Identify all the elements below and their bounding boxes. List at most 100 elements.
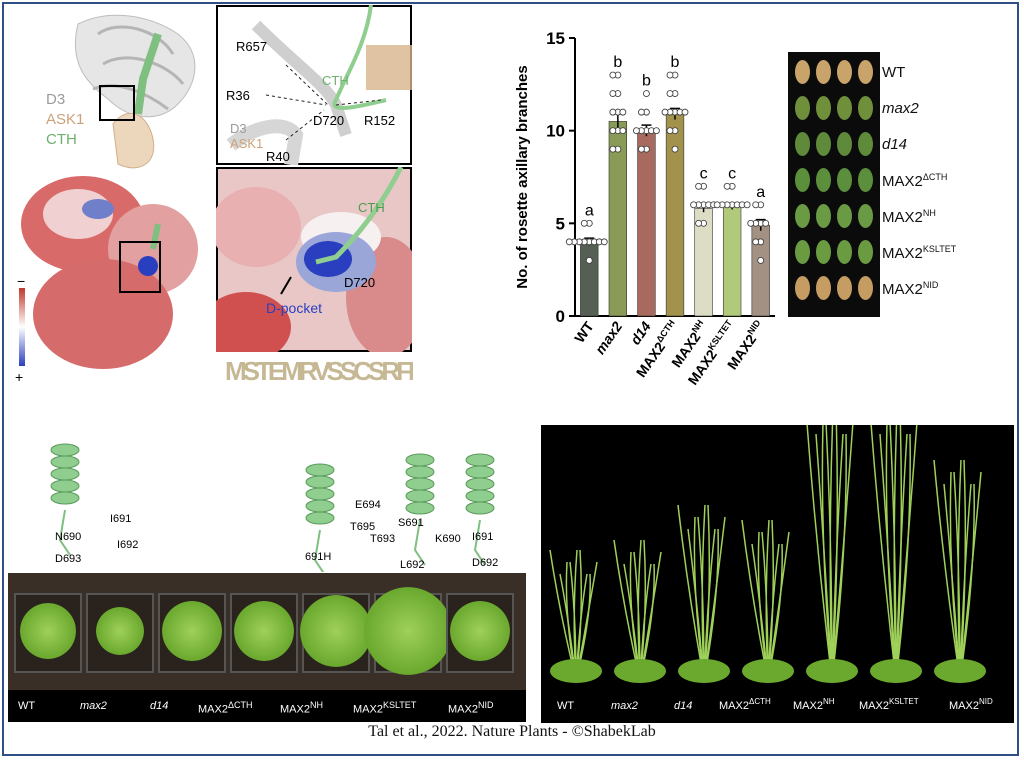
rosette-photo (8, 573, 526, 690)
data-point (666, 90, 674, 98)
label-d3: D3 (46, 91, 65, 108)
rosette-label: MAX2NID (448, 700, 494, 716)
shoot-stem (805, 409, 833, 681)
label-d3-zoom: D3 (230, 121, 247, 136)
leaf (816, 240, 831, 264)
shoot-drawing: WT max2 d14 MAX2ΔCTH MAX2NH MAX2KSLTET MAX2NID (541, 409, 1014, 723)
scale-plus: + (15, 369, 23, 384)
shoot-stem (953, 471, 961, 681)
sequence-logo: MSTEMRVSSCSRFEDALNRRSLLD (225, 356, 413, 386)
shoot-rosette (678, 659, 730, 683)
data-point (637, 145, 645, 153)
label-cth-surface: CTH (358, 200, 385, 215)
significance-letter: b (642, 73, 651, 90)
leaf (837, 168, 852, 192)
helix-turn (405, 453, 435, 467)
shoot-stem (895, 433, 911, 681)
label-r657: R657 (236, 39, 267, 54)
shoot-stem (959, 459, 967, 681)
rosette-plant (364, 587, 452, 675)
data-point (580, 219, 588, 227)
leaf-legend-item: MAX2NH (882, 208, 936, 226)
significance-letter: a (585, 202, 594, 219)
data-point (632, 127, 640, 135)
label-r152: R152 (364, 113, 395, 128)
leaf (795, 60, 810, 84)
leaf-legend-item: MAX2NID (882, 280, 939, 298)
data-point (666, 71, 674, 79)
shoot-label: MAX2NID (949, 697, 993, 712)
rosette-plant (20, 603, 76, 659)
shoot-rosette (550, 659, 602, 683)
shoot-stem (895, 409, 903, 681)
y-tick-label: 5 (556, 214, 565, 233)
significance-letter: c (728, 165, 736, 182)
residue-label: T695 (350, 521, 375, 533)
residue-label: S691 (398, 517, 424, 529)
rosette-label: max2 (80, 700, 107, 712)
protein-ribbon (74, 14, 196, 169)
rosette-label: MAX2NH (280, 700, 323, 716)
leaf (858, 276, 873, 300)
helix-turn (465, 453, 495, 467)
leaf (795, 132, 810, 156)
data-point (743, 201, 751, 209)
rosette-label: WT (18, 700, 36, 712)
residue-label: I691 (110, 513, 131, 525)
data-point (762, 219, 770, 227)
charge-scale-bar (19, 288, 25, 366)
data-point (585, 256, 593, 264)
zoom-box-2 (119, 241, 161, 293)
leaf-photo-panel (788, 52, 880, 317)
leaf (858, 168, 873, 192)
residue-label: E694 (355, 499, 381, 511)
branch-bar-chart: 0 5 10 15 No. of rosette axillary branches a… (514, 29, 775, 388)
leaf (858, 60, 873, 84)
shoot-label: MAX2NH (793, 697, 835, 712)
pocket-arrow (280, 276, 292, 295)
shoot-label: d14 (674, 700, 692, 712)
rosette-label-strip: WT max2 d14 MAX2ΔCTH MAX2NH MAX2KSLTET MAX2NID (8, 690, 526, 722)
scale-minus: − (17, 273, 25, 289)
shoot-stem (933, 459, 961, 681)
helix-turn (305, 511, 335, 525)
leaf (837, 60, 852, 84)
bar (580, 241, 599, 317)
leaf (816, 132, 831, 156)
significance-letter: a (756, 184, 765, 201)
data-point (695, 182, 703, 190)
helix-variants: N690 I691 I692 D693 691H E694 S691 K690 T695T693… (50, 443, 498, 572)
leaf (837, 96, 852, 120)
shoot-stem (879, 433, 897, 681)
helix-turn (50, 443, 80, 457)
shoot-label: WT (557, 700, 574, 712)
data-point (609, 71, 617, 79)
data-point (723, 182, 731, 190)
leaf (858, 240, 873, 264)
helix-turn (405, 477, 435, 491)
leaf (837, 276, 852, 300)
label-ask1: ASK1 (46, 111, 84, 128)
helix-turn (305, 487, 335, 501)
shoot-stem (831, 409, 839, 681)
leaf (795, 204, 810, 228)
rosette-label: MAX2ΔCTH (198, 700, 253, 716)
leaf (816, 276, 831, 300)
label-d720-surface: D720 (344, 275, 375, 290)
shoot-label-strip (541, 683, 1014, 723)
helix-turn (50, 479, 80, 493)
data-point (695, 219, 703, 227)
shoot-photo: WT max2 d14 MAX2ΔCTH MAX2NH MAX2KSLTET MAX2NID (541, 409, 1014, 723)
helix-turn (305, 463, 335, 477)
data-point (619, 108, 627, 116)
shoot-stem (703, 516, 726, 681)
x-tick-label: d14 (627, 318, 654, 347)
leaf (837, 240, 852, 264)
helix-turn (305, 475, 335, 489)
leaf (837, 132, 852, 156)
data-point (609, 127, 617, 135)
shoot-rosette (806, 659, 858, 683)
residue-label: K690 (435, 533, 461, 545)
label-cth-zoom: CTH (322, 73, 349, 88)
